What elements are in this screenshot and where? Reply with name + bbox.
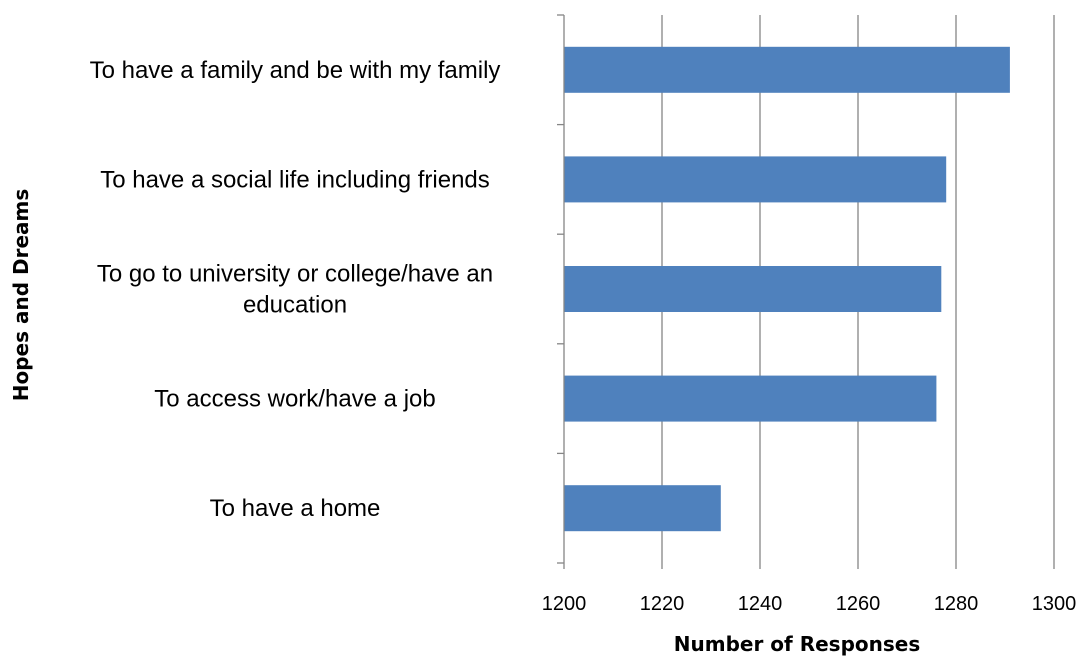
category-label-line: education (243, 292, 347, 319)
bar-4 (564, 375, 937, 422)
bar-2 (564, 156, 947, 203)
y-axis-title: Hopes and Dreams (9, 189, 33, 402)
category-labels: To have a family and be with my family To… (90, 57, 501, 522)
x-tick-label-1280: 1280 (934, 593, 979, 615)
category-label-line: To access work/have a job (154, 386, 435, 413)
x-tick-label-1220: 1220 (640, 593, 685, 615)
category-label-line: To have a home (210, 495, 381, 522)
x-tick-label-1300: 1300 (1032, 593, 1077, 615)
category-label-line: To have a family and be with my family (90, 57, 501, 84)
category-label-2: To have a social life including friends (100, 166, 490, 193)
category-label-line: To go to university or college/have an (97, 261, 493, 288)
x-tick-labels: 1200 1220 1240 1260 1280 1300 (542, 593, 1077, 615)
bars (564, 46, 1010, 532)
bar-5 (564, 485, 721, 532)
category-label-5: To have a home (210, 495, 381, 522)
bar-3 (564, 266, 942, 312)
x-tick-label-1240: 1240 (738, 593, 783, 615)
x-tick-label-1200: 1200 (542, 593, 587, 615)
category-label-line: To have a social life including friends (100, 166, 490, 193)
category-label-4: To access work/have a job (154, 386, 435, 413)
x-tick-label-1260: 1260 (836, 593, 881, 615)
category-label-1: To have a family and be with my family (90, 57, 501, 84)
axes (557, 14, 1055, 569)
category-label-3: To go to university or college/have an ed… (97, 261, 493, 319)
bar-1 (564, 46, 1010, 93)
x-axis-title: Number of Responses (674, 632, 920, 656)
